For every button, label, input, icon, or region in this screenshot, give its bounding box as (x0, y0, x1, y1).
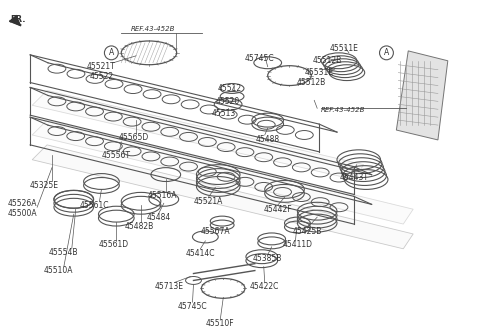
Polygon shape (32, 90, 364, 180)
Text: REF.43-452B: REF.43-452B (321, 107, 366, 113)
Text: 45713E: 45713E (154, 282, 183, 291)
Text: 45745C: 45745C (178, 302, 207, 311)
Text: 45414C: 45414C (186, 249, 215, 258)
Text: 45554B: 45554B (49, 248, 79, 257)
Text: 45521T: 45521T (87, 62, 116, 71)
Text: A: A (109, 49, 114, 57)
Text: 45510F: 45510F (206, 318, 235, 327)
Text: 45520: 45520 (216, 97, 240, 106)
Text: 45512: 45512 (218, 84, 242, 93)
Text: 45488: 45488 (256, 135, 280, 145)
Text: 45500A: 45500A (8, 209, 37, 218)
Text: A: A (384, 49, 389, 57)
Text: 45484: 45484 (147, 213, 171, 222)
Text: 45745C: 45745C (245, 54, 275, 63)
Text: 45482B: 45482B (124, 221, 154, 231)
Text: 45513: 45513 (212, 109, 236, 118)
Text: 45561C: 45561C (80, 201, 109, 210)
Polygon shape (32, 145, 413, 249)
Text: 45556T: 45556T (102, 151, 131, 160)
Text: 45385B: 45385B (253, 254, 282, 263)
Text: REF.43-452B: REF.43-452B (131, 26, 175, 32)
Text: 45526A: 45526A (8, 199, 37, 208)
Polygon shape (32, 120, 413, 224)
Text: 45531E: 45531E (305, 68, 334, 77)
Text: 45522: 45522 (89, 72, 113, 81)
Text: 45565D: 45565D (119, 133, 149, 143)
Text: 45512B: 45512B (312, 56, 342, 65)
Polygon shape (11, 16, 20, 25)
Text: 45512B: 45512B (297, 78, 326, 87)
Text: 45443T: 45443T (339, 173, 368, 182)
Text: 45521A: 45521A (193, 197, 223, 206)
Text: 45567A: 45567A (201, 227, 230, 237)
Text: 45561D: 45561D (98, 240, 128, 249)
Text: 45511E: 45511E (329, 45, 359, 53)
Text: FR.: FR. (11, 15, 26, 24)
Text: 45325E: 45325E (30, 181, 59, 190)
Text: 45411D: 45411D (282, 240, 312, 249)
Text: 45425B: 45425B (293, 227, 322, 237)
Text: 45516A: 45516A (148, 191, 178, 200)
Polygon shape (396, 51, 448, 140)
Text: 45510A: 45510A (43, 266, 72, 275)
Text: 45422C: 45422C (250, 282, 279, 291)
Text: 45442F: 45442F (264, 205, 292, 214)
